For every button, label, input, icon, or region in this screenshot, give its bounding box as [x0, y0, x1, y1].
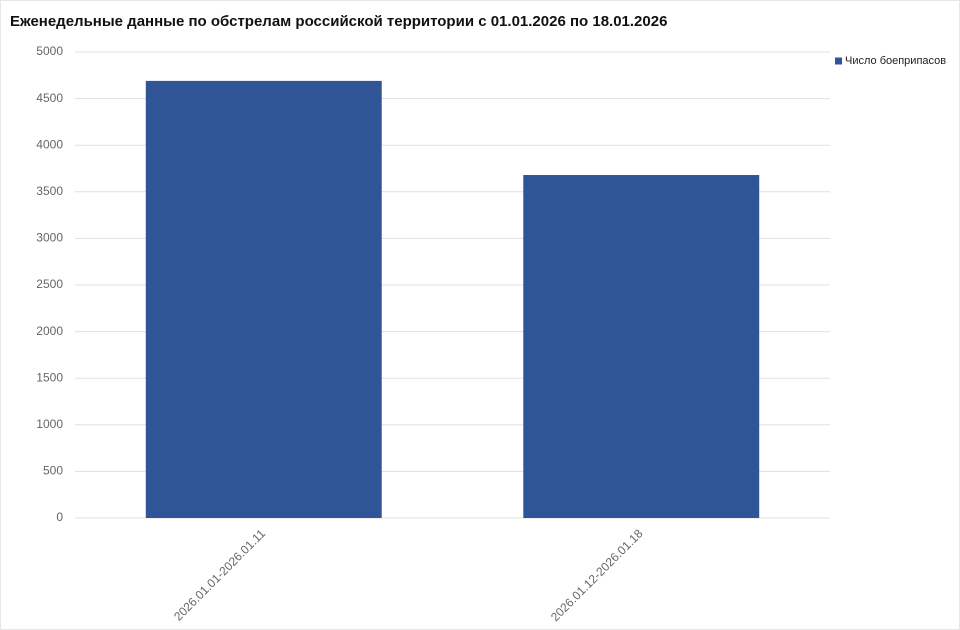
y-tick-label: 3500: [36, 184, 63, 198]
y-tick-label: 5000: [36, 44, 63, 58]
y-tick-label: 500: [43, 464, 63, 478]
bar: [145, 80, 382, 518]
legend-swatch: [835, 57, 842, 65]
y-tick-label: 3000: [36, 231, 63, 245]
legend-label: Число боеприпасов: [845, 55, 946, 67]
y-tick-label: 0: [56, 510, 63, 524]
y-tick-label: 4000: [36, 137, 63, 151]
y-tick-label: 2500: [36, 277, 63, 291]
bar: [523, 175, 760, 519]
y-tick-label: 2000: [36, 324, 63, 338]
y-tick-label: 4500: [36, 91, 63, 105]
y-tick-label: 1500: [36, 370, 63, 384]
chart-title: Еженедельные данные по обстрелам российс…: [10, 13, 667, 30]
y-tick-label: 1000: [36, 417, 63, 431]
